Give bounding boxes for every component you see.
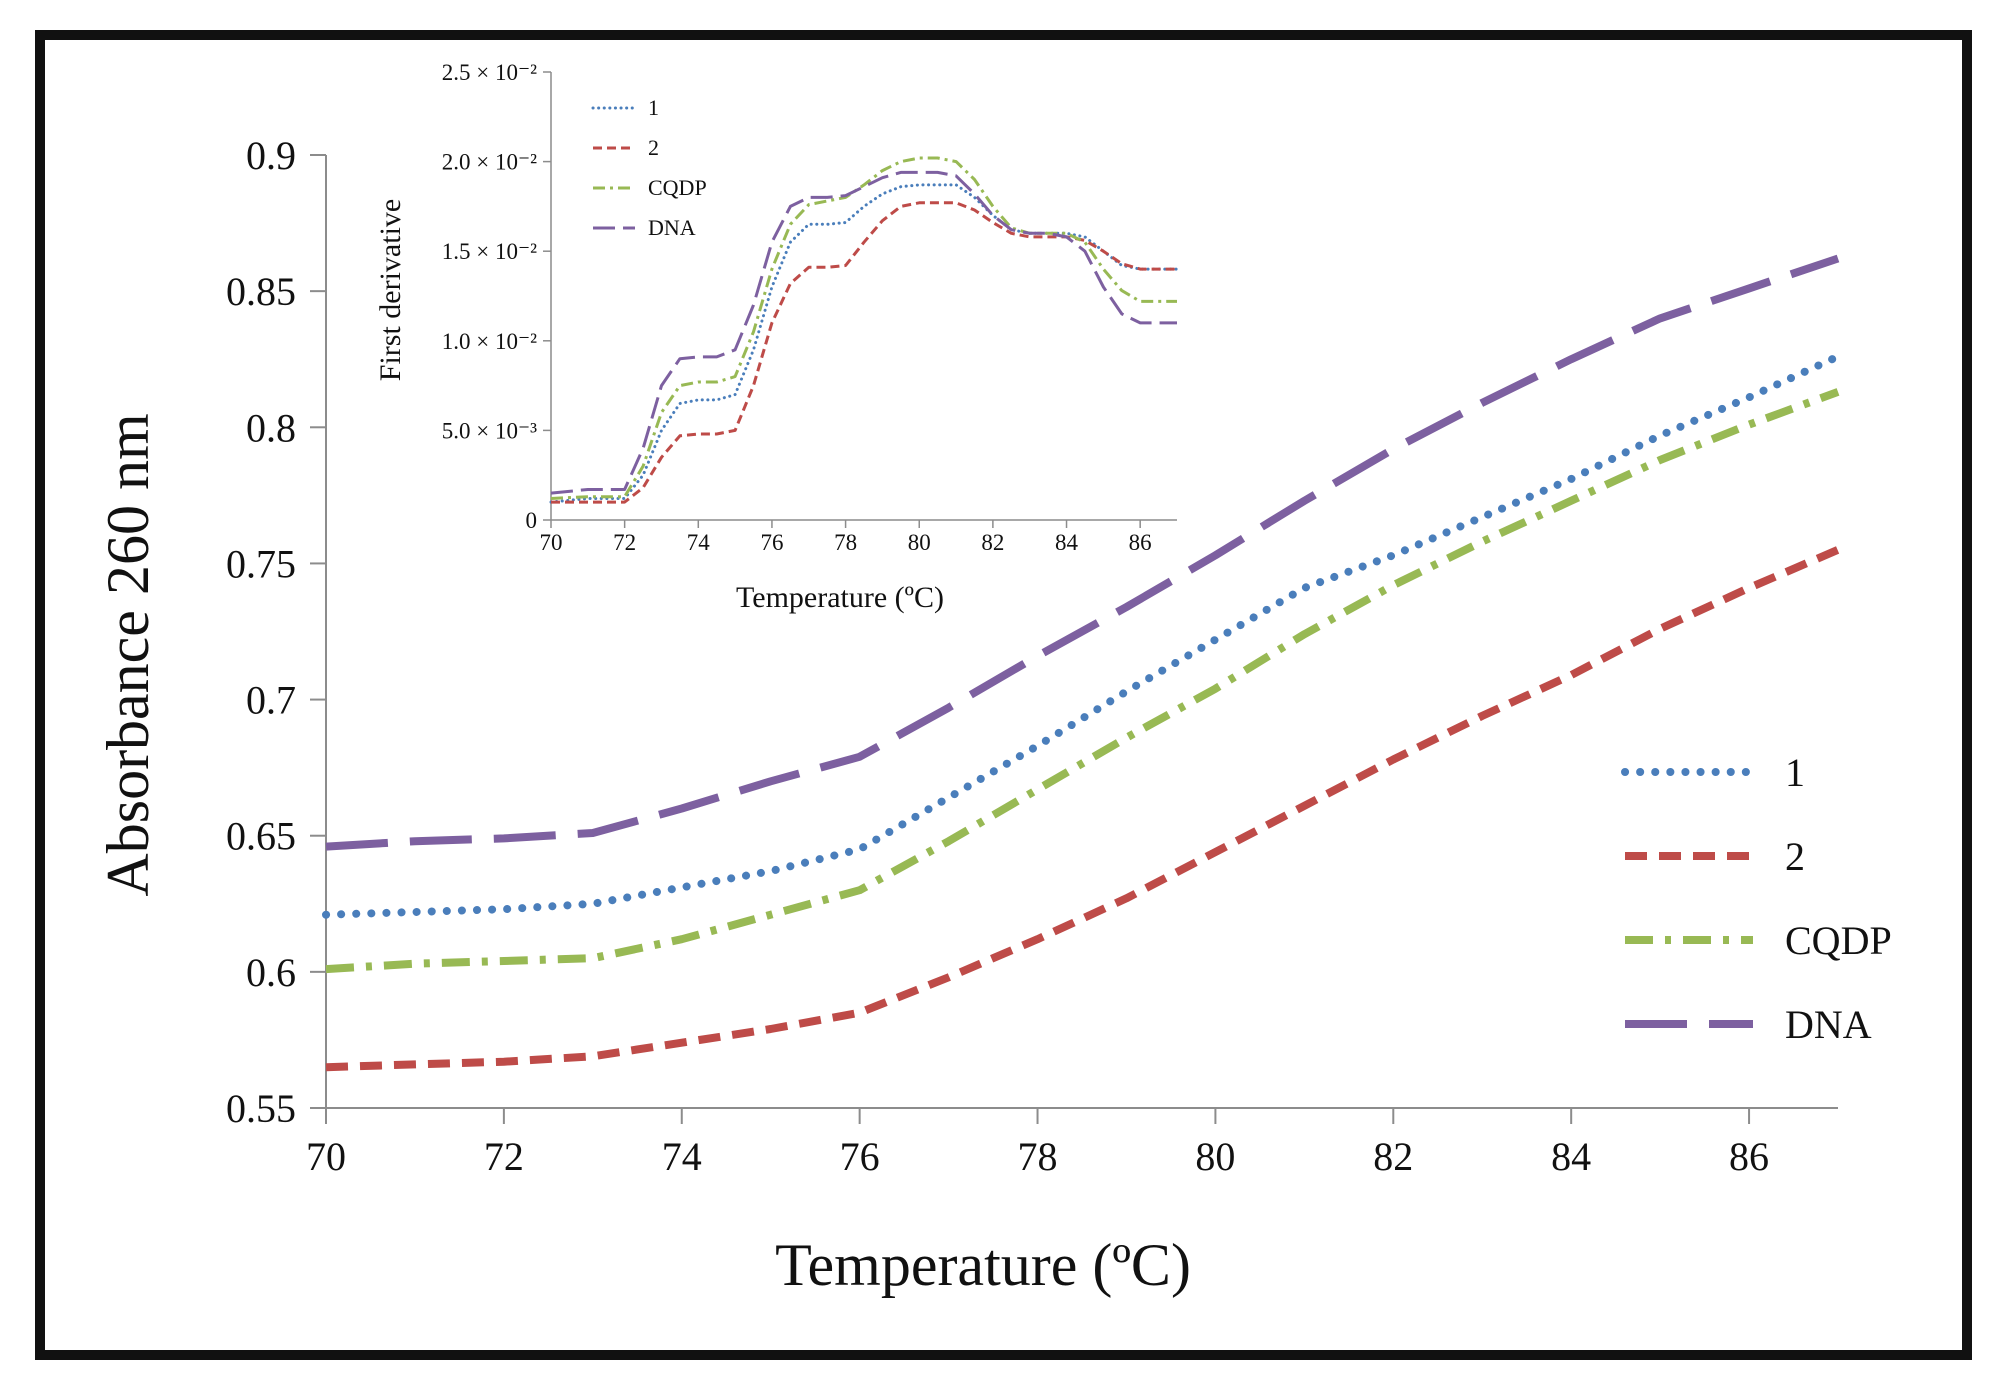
inset-x-tick-label: 86: [1129, 530, 1152, 555]
main-y-tick-label: 0.6: [246, 950, 296, 995]
inset-y-tick-label: 1.0 × 10⁻²: [442, 329, 537, 354]
inset-y-tick-label: 2.5 × 10⁻²: [442, 60, 537, 85]
main-x-tick-label: 84: [1551, 1134, 1591, 1179]
inset-x-tick-label: 82: [981, 530, 1004, 555]
main-legend-label-2: 2: [1785, 834, 1805, 879]
inset-series-line-dna: [550, 170, 1177, 495]
inset-y-axis-label: First derivative: [374, 199, 407, 381]
inset-axes: [543, 71, 1177, 528]
main-series-line-cqdp: [325, 388, 1840, 974]
main-x-tick-label: 72: [484, 1134, 524, 1179]
main-legend: 1 2 CQDP DNA: [1621, 750, 1892, 1047]
figure-frame: [35, 30, 1972, 1360]
inset-legend-label-2: 2: [648, 135, 659, 160]
main-y-tick-label: 0.55: [226, 1086, 296, 1131]
main-series: [322, 254, 1842, 1072]
main-y-tick-label: 0.7: [246, 678, 296, 723]
main-y-tick-label: 0.75: [226, 541, 296, 586]
inset-series: [549, 156, 1179, 504]
inset-chart: 0 5.0 × 10⁻³ 1.0 × 10⁻² 1.5 × 10⁻² 2.0 × 10⁻…: [374, 60, 1179, 614]
inset-series-line-1: [549, 183, 1179, 504]
inset-x-tick-label: 74: [687, 530, 711, 555]
main-series-line-2: [325, 546, 1840, 1072]
inset-x-axis-label: Temperature (ºC): [736, 581, 944, 614]
main-series-line-1: [322, 352, 1842, 919]
inset-legend-label-1: 1: [648, 95, 659, 120]
inset-x-tick-label: 70: [540, 530, 563, 555]
main-x-tick-label: 76: [840, 1134, 880, 1179]
main-series-line-dna: [325, 254, 1840, 851]
main-y-axis-label: Absorbance 260 nm: [95, 413, 161, 896]
main-y-tick-label: 0.9: [246, 133, 296, 178]
main-y-tick-label: 0.85: [226, 269, 296, 314]
main-legend-label-dna: DNA: [1785, 1002, 1872, 1047]
inset-legend-label-cqdp: CQDP: [648, 175, 707, 200]
main-y-tick-label: 0.65: [226, 814, 296, 859]
inset-y-tick-label: 1.5 × 10⁻²: [442, 239, 537, 264]
main-x-tick-label: 74: [662, 1134, 702, 1179]
main-x-axis-label: Temperature (ºC): [775, 1232, 1191, 1298]
inset-x-tick-label: 76: [760, 530, 783, 555]
inset-tick-labels: 0 5.0 × 10⁻³ 1.0 × 10⁻² 1.5 × 10⁻² 2.0 × 10⁻…: [442, 60, 1152, 555]
main-y-tick-label: 0.8: [246, 405, 296, 450]
main-axes: [310, 154, 1838, 1124]
main-x-tick-label: 82: [1373, 1134, 1413, 1179]
inset-legend: 1 2 CQDP DNA: [591, 95, 707, 240]
inset-x-tick-label: 80: [908, 530, 931, 555]
main-x-tick-label: 70: [306, 1134, 346, 1179]
inset-legend-label-dna: DNA: [648, 215, 696, 240]
main-tick-labels: 0.55 0.6 0.65 0.7 0.75 0.8 0.85 0.9 70 72 74 76 78 80…: [226, 133, 1769, 1179]
main-x-tick-label: 86: [1729, 1134, 1769, 1179]
inset-series-line-cqdp: [550, 156, 1177, 500]
main-legend-label-1: 1: [1785, 750, 1805, 795]
inset-x-tick-label: 78: [834, 530, 857, 555]
main-chart: 0.55 0.6 0.65 0.7 0.75 0.8 0.85 0.9 70 72 74 76 78 80…: [95, 133, 1892, 1298]
main-x-tick-label: 80: [1195, 1134, 1235, 1179]
inset-x-tick-label: 72: [613, 530, 636, 555]
inset-y-tick-label: 2.0 × 10⁻²: [442, 150, 537, 175]
main-legend-label-cqdp: CQDP: [1785, 918, 1892, 963]
inset-y-tick-label: 5.0 × 10⁻³: [442, 418, 537, 443]
main-x-tick-label: 78: [1018, 1134, 1058, 1179]
inset-y-tick-label: 0: [526, 508, 538, 533]
inset-x-tick-label: 84: [1055, 530, 1079, 555]
